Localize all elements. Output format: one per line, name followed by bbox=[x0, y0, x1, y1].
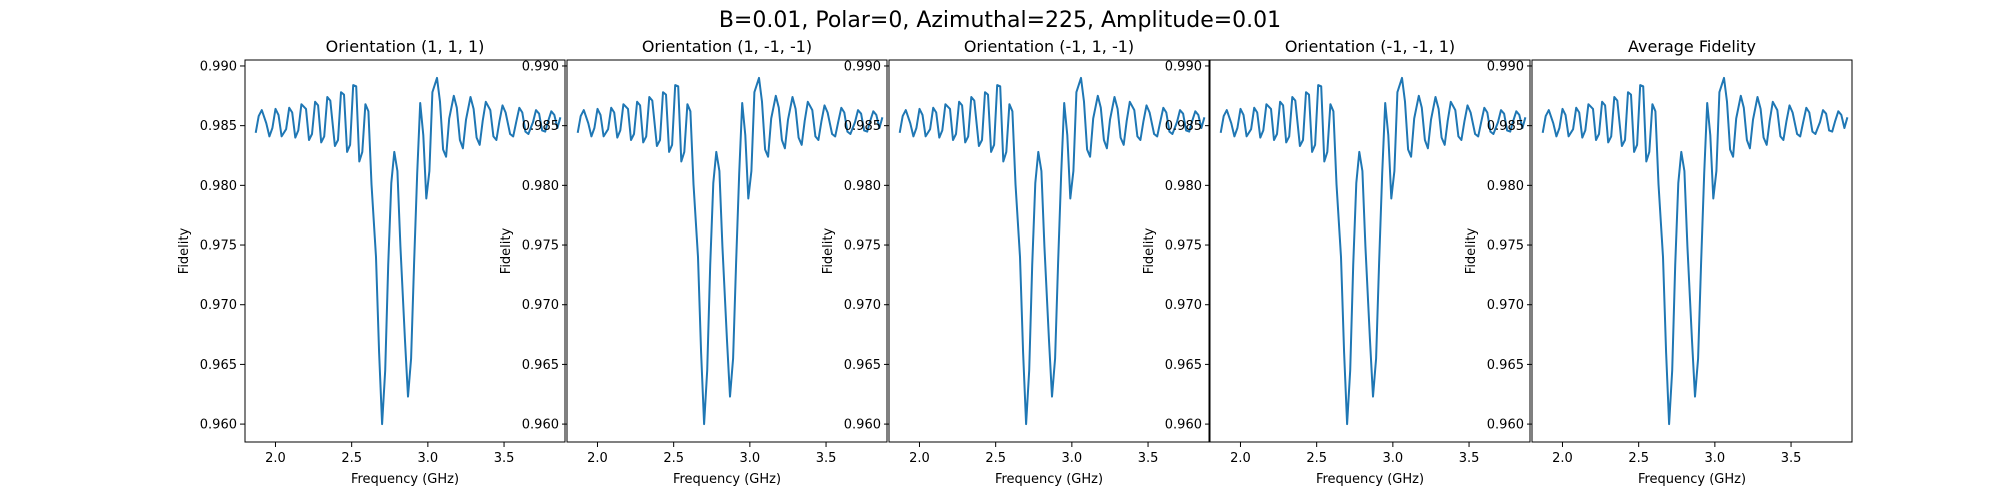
subplot-4: 0.960 0.965 0.970 0.975 0.980 0.985 0.990 2.0 2.… bbox=[1142, 37, 1531, 487]
subplot-5: 0.960 0.965 0.970 0.975 0.980 0.985 0.990 2.0 2.… bbox=[1464, 37, 1853, 487]
axes-frame bbox=[1209, 59, 1531, 443]
y-tick-label: 0.980 bbox=[1487, 179, 1524, 194]
y-tick-label: 0.975 bbox=[844, 239, 881, 254]
y-tick-label: 0.985 bbox=[844, 119, 881, 134]
y-tick-label: 0.985 bbox=[522, 119, 559, 134]
x-tick-label: 2.0 bbox=[265, 451, 286, 466]
x-tick-label: 2.5 bbox=[1628, 451, 1649, 466]
y-tick-label: 0.990 bbox=[200, 59, 237, 74]
x-tick-label: 3.5 bbox=[494, 451, 515, 466]
x-axis-label: Frequency (GHz) bbox=[351, 472, 459, 487]
y-axis-label: Fidelity bbox=[177, 227, 192, 274]
y-tick-label: 0.965 bbox=[1165, 358, 1202, 373]
x-tick-label: 3.0 bbox=[1383, 451, 1404, 466]
x-tick-label: 2.0 bbox=[909, 451, 930, 466]
y-tick-label: 0.975 bbox=[200, 239, 237, 254]
y-axis-label: Fidelity bbox=[1142, 227, 1157, 274]
series-line-3-1 bbox=[898, 76, 1206, 426]
y-tick-label: 0.985 bbox=[200, 119, 237, 134]
x-tick-label: 2.0 bbox=[587, 451, 608, 466]
subplot-1: 0.960 0.965 0.970 0.975 0.980 0.985 0.990 2.0 2.… bbox=[177, 37, 566, 487]
y-tick-label: 0.990 bbox=[844, 59, 881, 74]
x-tick-label: 3.5 bbox=[1459, 451, 1480, 466]
y-tick-label: 0.980 bbox=[844, 179, 881, 194]
y-tick-label: 0.980 bbox=[200, 179, 237, 194]
y-tick-label: 0.975 bbox=[522, 239, 559, 254]
y-tick-label: 0.965 bbox=[522, 358, 559, 373]
x-tick-label: 3.0 bbox=[740, 451, 761, 466]
x-axis-label: Frequency (GHz) bbox=[995, 472, 1103, 487]
x-tick-label: 3.5 bbox=[1781, 451, 1802, 466]
y-tick-label: 0.960 bbox=[1487, 418, 1524, 433]
x-axis-label: Frequency (GHz) bbox=[1316, 472, 1424, 487]
x-tick-label: 2.5 bbox=[1306, 451, 1327, 466]
y-tick-label: 0.960 bbox=[522, 418, 559, 433]
x-tick-label: 3.5 bbox=[1138, 451, 1159, 466]
series-line-1-1 bbox=[254, 76, 562, 426]
y-axis-label: Fidelity bbox=[1464, 227, 1479, 274]
x-tick-label: 2.5 bbox=[341, 451, 362, 466]
subplot-title: Orientation (1, 1, 1) bbox=[326, 37, 485, 56]
y-tick-label: 0.990 bbox=[1487, 59, 1524, 74]
axes-frame bbox=[566, 59, 888, 443]
x-axis-label: Frequency (GHz) bbox=[673, 472, 781, 487]
x-tick-label: 3.0 bbox=[1705, 451, 1726, 466]
subplot-title: Orientation (-1, -1, 1) bbox=[1285, 37, 1455, 56]
y-tick-label: 0.970 bbox=[522, 298, 559, 313]
y-tick-label: 0.960 bbox=[200, 418, 237, 433]
series-line-5-1 bbox=[1541, 76, 1849, 426]
y-tick-label: 0.980 bbox=[522, 179, 559, 194]
x-tick-label: 2.5 bbox=[985, 451, 1006, 466]
y-tick-label: 0.970 bbox=[844, 298, 881, 313]
subplot-title: Orientation (1, -1, -1) bbox=[642, 37, 812, 56]
y-tick-label: 0.970 bbox=[200, 298, 237, 313]
series-line-4-1 bbox=[1219, 76, 1527, 426]
subplot-title: Orientation (-1, 1, -1) bbox=[964, 37, 1134, 56]
x-tick-label: 2.0 bbox=[1552, 451, 1573, 466]
figure-suptitle: B=0.01, Polar=0, Azimuthal=225, Amplitud… bbox=[719, 8, 1281, 33]
y-axis-label: Fidelity bbox=[821, 227, 836, 274]
x-tick-label: 3.0 bbox=[418, 451, 439, 466]
subplot-2: 0.960 0.965 0.970 0.975 0.980 0.985 0.990 2.0 2.… bbox=[499, 37, 888, 487]
y-tick-label: 0.970 bbox=[1165, 298, 1202, 313]
y-tick-label: 0.970 bbox=[1487, 298, 1524, 313]
subplot-3: 0.960 0.965 0.970 0.975 0.980 0.985 0.990 2.0 2.… bbox=[821, 37, 1210, 487]
axes-frame bbox=[1531, 59, 1853, 443]
y-tick-label: 0.960 bbox=[1165, 418, 1202, 433]
y-tick-label: 0.965 bbox=[844, 358, 881, 373]
y-tick-label: 0.980 bbox=[1165, 179, 1202, 194]
y-tick-label: 0.990 bbox=[522, 59, 559, 74]
series-line-2-1 bbox=[576, 76, 884, 426]
x-tick-label: 2.5 bbox=[663, 451, 684, 466]
axes-frame bbox=[888, 59, 1210, 443]
x-tick-label: 3.0 bbox=[1062, 451, 1083, 466]
axes-frame bbox=[244, 59, 566, 443]
y-tick-label: 0.965 bbox=[200, 358, 237, 373]
y-tick-label: 0.975 bbox=[1165, 239, 1202, 254]
y-tick-label: 0.975 bbox=[1487, 239, 1524, 254]
y-tick-label: 0.960 bbox=[844, 418, 881, 433]
y-tick-label: 0.985 bbox=[1165, 119, 1202, 134]
y-tick-label: 0.985 bbox=[1487, 119, 1524, 134]
x-tick-label: 3.5 bbox=[816, 451, 837, 466]
subplot-title: Average Fidelity bbox=[1628, 37, 1756, 56]
x-tick-label: 2.0 bbox=[1230, 451, 1251, 466]
subplots: 0.960 0.965 0.970 0.975 0.980 0.985 0.990 2.0 2.… bbox=[177, 37, 1853, 487]
y-axis-label: Fidelity bbox=[499, 227, 514, 274]
x-axis-label: Frequency (GHz) bbox=[1638, 472, 1746, 487]
y-tick-label: 0.990 bbox=[1165, 59, 1202, 74]
y-tick-label: 0.965 bbox=[1487, 358, 1524, 373]
